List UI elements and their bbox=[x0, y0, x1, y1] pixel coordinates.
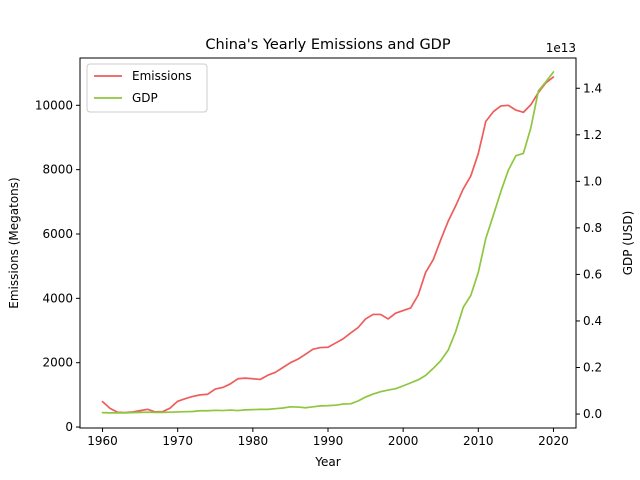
y-tick-label: 0 bbox=[65, 420, 73, 434]
series-line-emissions bbox=[101, 76, 555, 414]
legend-label-gdp: GDP bbox=[132, 91, 158, 105]
x-tick-label: 1970 bbox=[162, 434, 193, 448]
x-axis: 1960 1970 1980 1990 2000 2010 2020 bbox=[87, 428, 569, 448]
y2-tick-label: 1.0 bbox=[583, 174, 602, 188]
y-tick-label: 4000 bbox=[42, 291, 73, 305]
legend: Emissions GDP bbox=[86, 63, 208, 113]
y-tick-label: 10000 bbox=[35, 98, 73, 112]
y2-tick-label: 0.8 bbox=[583, 221, 602, 235]
y2-tick-label: 1.4 bbox=[583, 81, 602, 95]
y2-tick-label: 1.2 bbox=[583, 128, 602, 142]
x-tick-label: 1980 bbox=[238, 434, 269, 448]
y-axis-label: Emissions (Megatons) bbox=[7, 177, 21, 308]
y-tick-label: 8000 bbox=[42, 163, 73, 177]
x-tick-label: 2010 bbox=[463, 434, 494, 448]
y2-axis-label: GDP (USD) bbox=[621, 211, 635, 276]
chart-title: China's Yearly Emissions and GDP bbox=[205, 37, 450, 53]
series-layer bbox=[101, 71, 555, 414]
x-tick-label: 2020 bbox=[538, 434, 569, 448]
y2-tick-label: 0.2 bbox=[583, 360, 602, 374]
y-tick-label: 2000 bbox=[42, 356, 73, 370]
y2-tick-label: 0.4 bbox=[583, 314, 602, 328]
y2-offset-text: 1e13 bbox=[546, 41, 576, 55]
y2-tick-label: 0.0 bbox=[583, 407, 602, 421]
x-tick-label: 1990 bbox=[313, 434, 344, 448]
x-axis-label: Year bbox=[314, 455, 340, 469]
y-axis-left: 0 2000 4000 6000 8000 10000 bbox=[35, 98, 80, 434]
x-tick-label: 1960 bbox=[87, 434, 118, 448]
y-tick-label: 6000 bbox=[42, 227, 73, 241]
x-tick-label: 2000 bbox=[388, 434, 419, 448]
y2-tick-label: 0.6 bbox=[583, 267, 602, 281]
y-axis-right: 0.0 0.2 0.4 0.6 0.8 1.0 1.2 1.4 bbox=[576, 81, 602, 421]
legend-label-emissions: Emissions bbox=[132, 69, 192, 83]
series-line-gdp bbox=[101, 71, 555, 414]
plot-frame bbox=[79, 57, 577, 429]
